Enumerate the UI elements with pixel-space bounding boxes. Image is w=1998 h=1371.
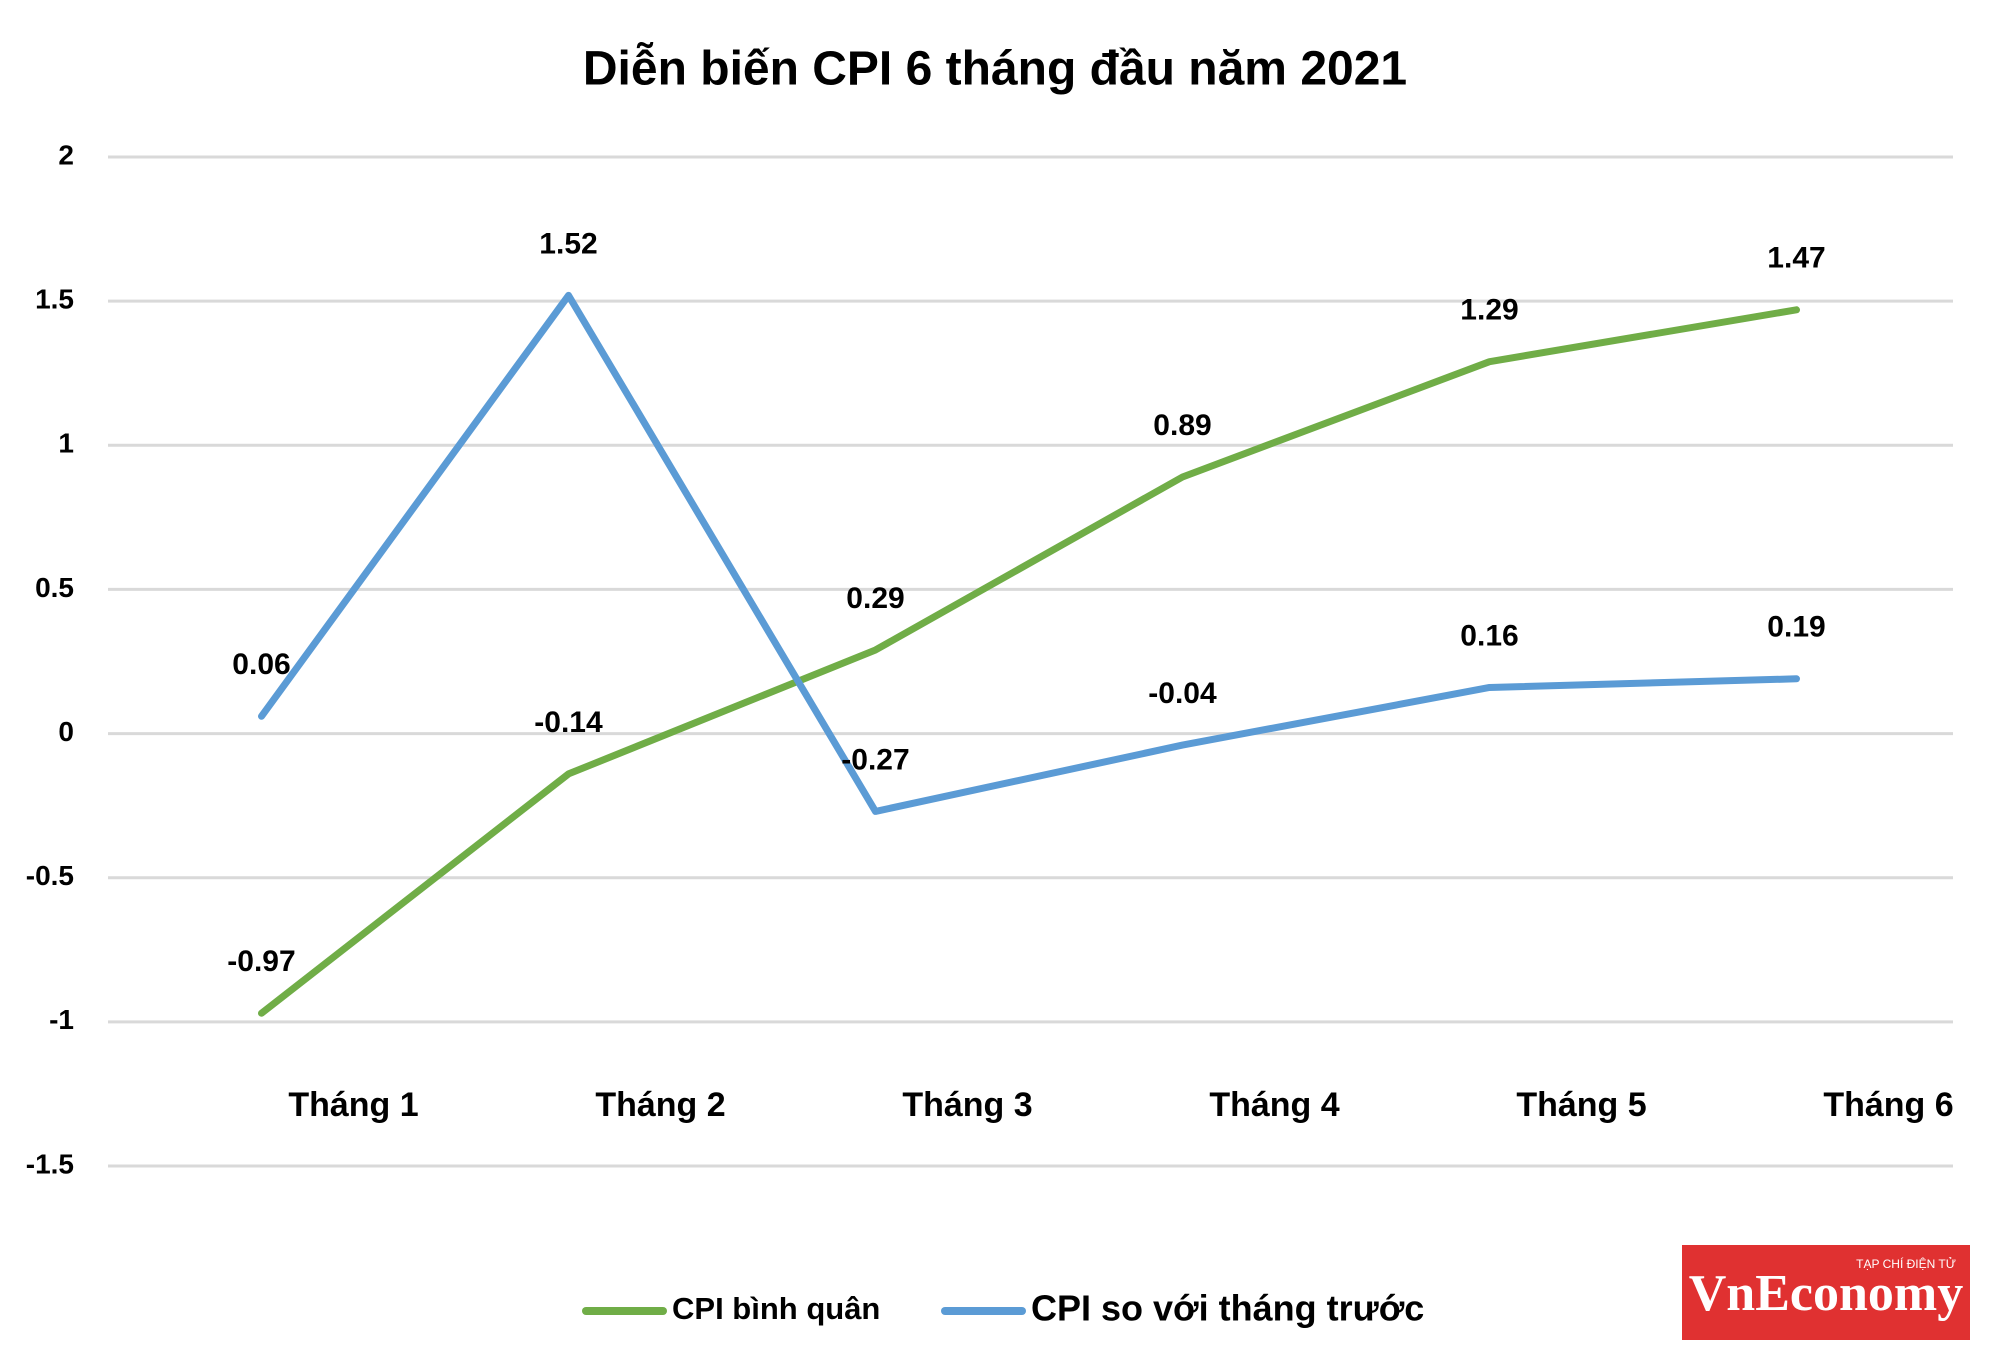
x-tick-label: Tháng 2 [595,1086,725,1124]
legend-label: CPI so với tháng trước [1031,1288,1424,1329]
data-label: 0.29 [846,582,904,615]
series-line [258,306,1800,1017]
data-label: -0.14 [534,706,603,739]
chart-title: Diễn biến CPI 6 tháng đầu năm 2021 [583,42,1407,96]
y-tick-label: 1.5 [35,284,74,315]
data-label: 0.06 [232,648,290,681]
data-label: -0.97 [227,945,295,978]
logo-name: VnEconomy [1689,1265,1963,1322]
x-tick-label: Tháng 4 [1209,1086,1339,1124]
y-tick-label: 1 [58,428,74,459]
data-label: 0.16 [1460,619,1518,652]
x-tick-label: Tháng 3 [902,1086,1032,1124]
series-line [258,291,1800,815]
y-tick-label: -1.5 [26,1148,74,1179]
x-tick-label: Tháng 5 [1516,1086,1646,1124]
y-tick-label: -1 [49,1004,74,1035]
data-label: -0.04 [1148,677,1217,710]
y-tick-label: 0.5 [35,572,74,603]
y-tick-label: 0 [58,716,74,747]
data-label: 1.52 [539,227,597,260]
data-label: -0.27 [841,743,909,776]
data-label: 1.29 [1460,294,1518,327]
data-label: 0.89 [1153,409,1211,442]
data-label: 0.19 [1767,611,1825,644]
legend-label: CPI bình quân [672,1291,880,1326]
logo-box [1682,1245,1970,1340]
y-tick-label: 2 [58,139,74,170]
x-tick-label: Tháng 6 [1823,1086,1953,1124]
x-tick-label: Tháng 1 [288,1086,418,1124]
logo-tagline: TẠP CHÍ ĐIỆN TỬ [1856,1256,1956,1271]
data-label: 1.47 [1767,242,1825,275]
y-tick-label: -0.5 [26,860,74,891]
